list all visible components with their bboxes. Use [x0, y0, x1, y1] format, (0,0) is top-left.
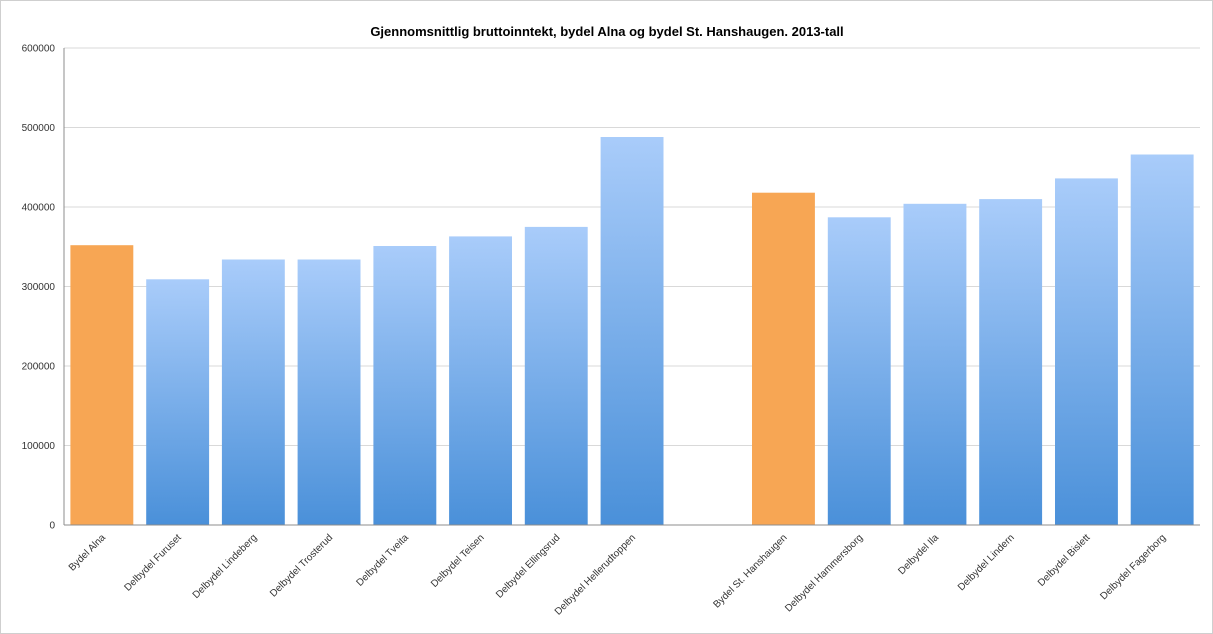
chart-title: Gjennomsnittlig bruttoinntekt, bydel Aln…	[370, 24, 843, 39]
y-tick-label: 400000	[22, 203, 56, 214]
bar	[146, 279, 210, 525]
bar	[1130, 154, 1194, 525]
x-tick-label: Delbydel Fagerborg	[1098, 532, 1168, 602]
bars	[70, 137, 1194, 526]
y-tick-label: 600000	[22, 44, 56, 55]
bar	[903, 203, 967, 526]
x-tick-label: Delbydel Furuset	[122, 532, 183, 593]
bar	[297, 259, 361, 525]
x-tick-label: Delbydel Ellingsrud	[494, 532, 562, 600]
bar	[449, 236, 512, 525]
x-tick-label: Bydel St. Hanshaugen	[711, 532, 789, 610]
bar	[979, 199, 1043, 525]
y-tick-label: 500000	[22, 123, 56, 134]
bar	[373, 246, 437, 525]
x-axis-tick-labels: Bydel Alna Delbydel Furuset Delbydel Linde…	[67, 532, 1168, 618]
bar-highlight	[752, 192, 815, 525]
y-axis-tick-labels: 0 100000 200000 300000 400000 500000 600000	[22, 44, 56, 532]
bar	[600, 137, 664, 525]
x-tick-label: Delbydel Hellerudtoppen	[553, 532, 638, 617]
y-tick-label: 200000	[22, 362, 56, 373]
x-tick-label: Delbydel Trosterud	[268, 532, 335, 599]
y-tick-label: 100000	[22, 441, 56, 452]
bar	[221, 259, 285, 525]
x-tick-label: Delbydel Hammersborg	[783, 532, 865, 614]
x-tick-label: Delbydel Lindeberg	[191, 532, 260, 601]
x-tick-label: Delbydel Teisen	[429, 532, 487, 590]
x-tick-label: Delbydel Ila	[896, 532, 941, 577]
y-tick-label: 0	[49, 521, 55, 532]
bar	[524, 226, 588, 525]
bar	[827, 217, 891, 526]
x-tick-label: Delbydel Tveita	[355, 532, 412, 589]
y-tick-label: 300000	[22, 282, 56, 293]
bar	[1055, 178, 1118, 525]
x-tick-label: Delbydel Bislett	[1036, 532, 1093, 589]
bar-highlight	[70, 245, 134, 525]
axis-lines	[63, 48, 1200, 526]
x-tick-label: Bydel Alna	[67, 532, 109, 574]
x-tick-label: Delbydel Lindern	[956, 532, 1017, 593]
